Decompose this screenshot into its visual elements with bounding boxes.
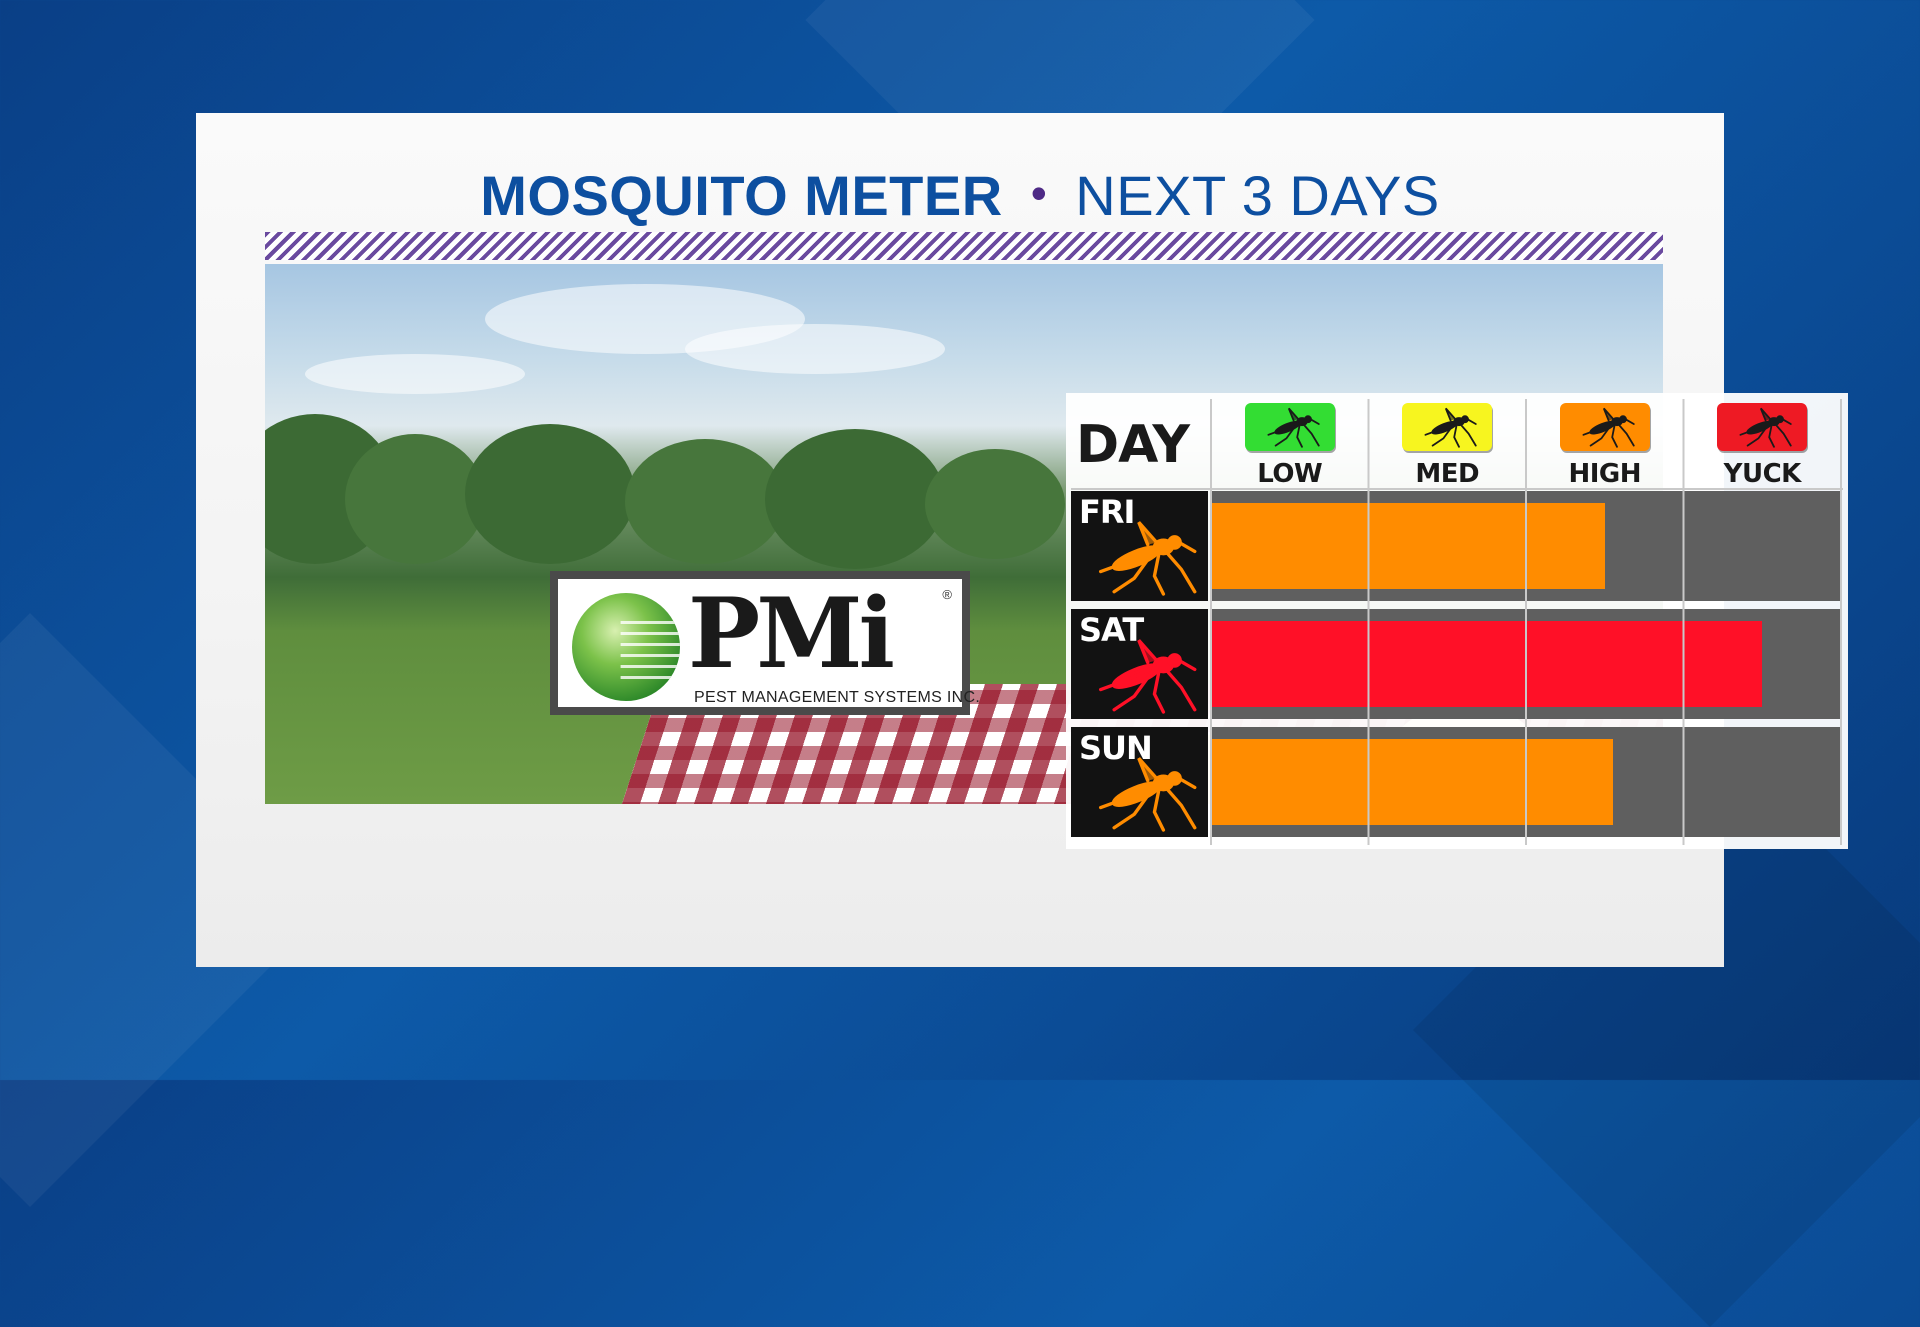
logo-registered: ® — [942, 587, 952, 602]
mosquito-icon — [1099, 757, 1197, 832]
row-label-fri: FRI — [1071, 491, 1208, 601]
level-chip — [1717, 403, 1808, 451]
level-chip — [1559, 403, 1650, 451]
level-chip — [1402, 403, 1493, 451]
row-label-sat: SAT — [1071, 609, 1208, 719]
mosquito-icon — [1424, 407, 1477, 448]
title-main: MOSQUITO METER — [480, 164, 1003, 227]
logo-mark: PMi — [688, 577, 895, 690]
level-high: HIGH — [1559, 403, 1650, 489]
level-label: YUCK — [1723, 459, 1802, 489]
bar-sun — [1211, 739, 1613, 825]
mosquito-icon — [1267, 407, 1320, 448]
divider-stripes — [265, 232, 1663, 260]
chart-grid — [1071, 399, 1843, 845]
level-chip — [1244, 403, 1335, 451]
logo-company-name: PEST MANAGEMENT SYSTEMS INC. — [694, 689, 981, 706]
page-title: MOSQUITO METER • NEXT 3 DAYS — [196, 163, 1724, 228]
logo-globe-icon — [572, 593, 680, 701]
title-separator: • — [1030, 167, 1048, 219]
row-label-sun: SUN — [1071, 727, 1208, 837]
graphic-card: MOSQUITO METER • NEXT 3 DAYS PMi ® PEST MA… — [196, 113, 1848, 967]
mosquito-icon — [1739, 407, 1792, 448]
level-label: MED — [1415, 459, 1480, 489]
mosquito-icon — [1582, 407, 1635, 448]
column-header-day: DAY — [1076, 415, 1190, 475]
bar-sat — [1211, 621, 1763, 707]
mosquito-icon — [1099, 639, 1197, 714]
level-low: LOW — [1244, 403, 1335, 489]
mosquito-icon — [1099, 521, 1197, 596]
bar-fri — [1211, 503, 1605, 589]
day-label: SAT — [1079, 611, 1144, 649]
pmi-logo: PMi ® PEST MANAGEMENT SYSTEMS INC. — [550, 571, 980, 715]
day-label: FRI — [1079, 493, 1135, 531]
level-label: LOW — [1257, 459, 1323, 489]
level-yuck: YUCK — [1717, 403, 1808, 489]
level-med: MED — [1402, 403, 1493, 489]
level-label: HIGH — [1568, 459, 1642, 489]
title-sub: NEXT 3 DAYS — [1075, 164, 1440, 227]
mosquito-meter-chart: DAY LOW MED HIGH YUCK FRI SAT SUN — [1066, 393, 1848, 849]
